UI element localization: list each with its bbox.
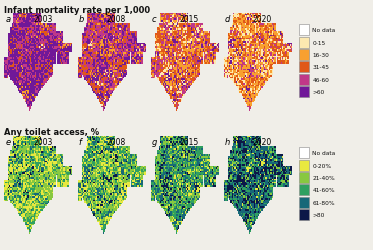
FancyBboxPatch shape [299,87,309,98]
Text: No data: No data [312,150,335,156]
FancyBboxPatch shape [299,209,309,220]
FancyBboxPatch shape [299,148,309,158]
Text: No data: No data [312,28,335,33]
FancyBboxPatch shape [299,172,309,183]
Text: 46-60: 46-60 [312,78,329,82]
Text: 0-20%: 0-20% [312,163,331,168]
Text: d: d [225,15,230,24]
Text: 2008: 2008 [107,15,126,24]
Text: 2008: 2008 [107,137,126,146]
FancyBboxPatch shape [299,50,309,61]
Text: 2003: 2003 [33,15,53,24]
Text: 2003: 2003 [33,137,53,146]
FancyBboxPatch shape [299,184,309,196]
Text: 16-30: 16-30 [312,53,329,58]
Text: 61-80%: 61-80% [312,200,335,205]
Text: Any toilet access, %: Any toilet access, % [4,128,100,136]
Text: 0-15: 0-15 [312,40,326,46]
Text: e: e [5,137,10,146]
Text: g: g [151,137,157,146]
FancyBboxPatch shape [299,62,309,73]
Text: Infant mortality rate per 1,000: Infant mortality rate per 1,000 [4,6,151,15]
Text: 31-45: 31-45 [312,65,329,70]
Text: >60: >60 [312,90,325,95]
FancyBboxPatch shape [299,25,309,36]
FancyBboxPatch shape [299,37,309,48]
Text: b: b [78,15,84,24]
Text: 21-40%: 21-40% [312,175,335,180]
FancyBboxPatch shape [299,197,309,208]
FancyBboxPatch shape [299,160,309,171]
Text: h: h [225,137,230,146]
Text: 41-60%: 41-60% [312,188,335,192]
Text: 2015: 2015 [180,15,199,24]
FancyBboxPatch shape [299,74,309,86]
Text: 2020: 2020 [253,15,272,24]
Text: >80: >80 [312,212,325,217]
Text: f: f [78,137,81,146]
Text: a: a [5,15,10,24]
Text: 2015: 2015 [180,137,199,146]
Text: c: c [151,15,156,24]
Text: 2020: 2020 [253,137,272,146]
